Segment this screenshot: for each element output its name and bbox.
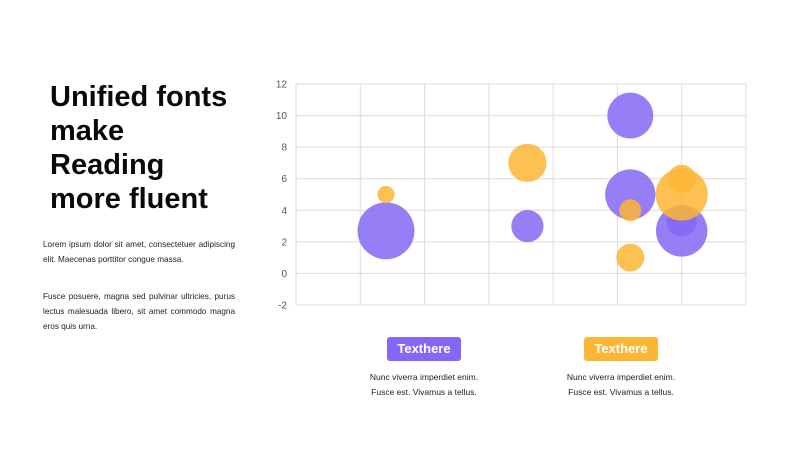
bubble-series-2 (667, 164, 696, 193)
bubble-series-1 (511, 209, 544, 243)
legend-badge-1: Texthere (387, 337, 461, 361)
y-tick-label: -2 (278, 301, 287, 312)
body-paragraph: Fusce posuere, magna sed pulvinar ultric… (43, 292, 235, 331)
y-tick-label: 4 (281, 206, 287, 217)
y-tick-label: 2 (281, 237, 287, 248)
bubble-series-1 (607, 92, 654, 139)
legend-item-2: Texthere Nunc viverra imperdiet enim. Fu… (521, 337, 721, 400)
y-tick-label: 12 (276, 80, 288, 91)
y-tick-label: 6 (281, 174, 287, 185)
bubble-series (357, 92, 708, 272)
bubble-series-2 (616, 243, 645, 272)
y-tick-label: 0 (281, 269, 287, 280)
bubble-series-2 (377, 185, 395, 204)
legend-badge-2: Texthere (584, 337, 658, 361)
bubble-chart: -2 0 2 4 6 8 10 12 (276, 80, 747, 312)
bubble-series-2 (619, 199, 642, 222)
legend-item-1: Texthere Nunc viverra imperdiet enim. Fu… (324, 337, 524, 400)
bubble-series-1 (605, 169, 656, 220)
legend-caption-2: Nunc viverra imperdiet enim. Fusce est. … (566, 372, 676, 397)
slide-title: Unified fonts make Reading more fluent (50, 81, 228, 215)
y-tick-label: 8 (281, 143, 287, 154)
intro-paragraph: Lorem ipsum dolor sit amet, consectetuer… (43, 240, 235, 264)
y-axis: -2 0 2 4 6 8 10 12 (276, 80, 288, 312)
legend-caption-1: Nunc viverra imperdiet enim. Fusce est. … (369, 372, 479, 397)
bubble-series-1 (357, 202, 415, 260)
bubble-series-2 (508, 143, 547, 183)
y-tick-label: 10 (276, 111, 288, 122)
